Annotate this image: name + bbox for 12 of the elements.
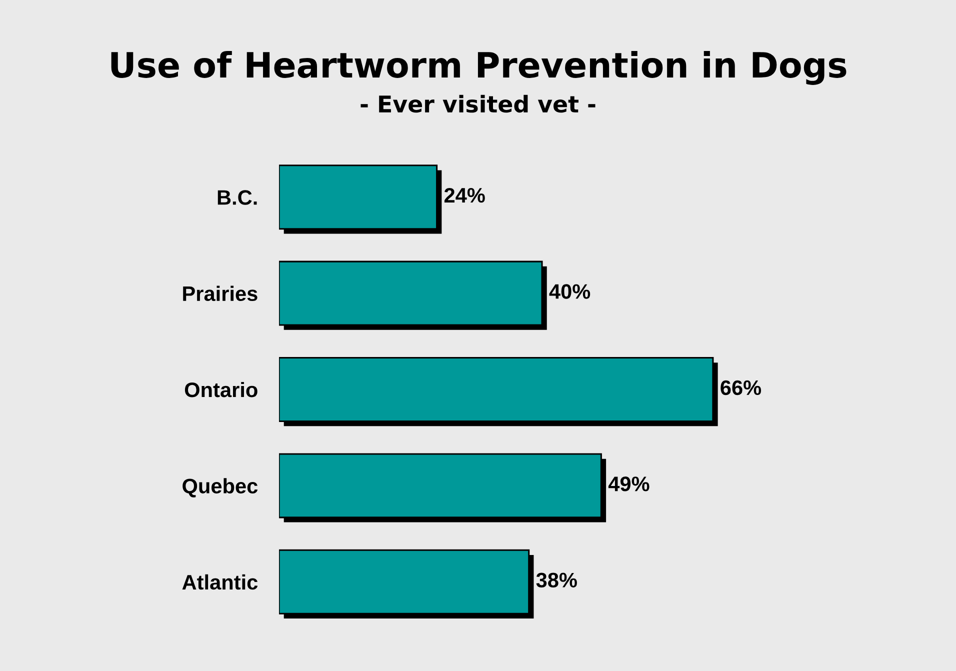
y-tick-label: Quebec <box>182 478 258 498</box>
data-label: 49% <box>608 476 650 492</box>
data-label: 38% <box>536 572 577 588</box>
data-label: 40% <box>549 284 590 299</box>
y-tick-label: Ontario <box>184 382 258 398</box>
chart-title: Use of Heartworm Prevention in Dogs <box>111 51 846 85</box>
y-tick-label: B.C. <box>218 190 257 205</box>
data-label: 24% <box>444 188 485 203</box>
data-label: 66% <box>720 380 762 396</box>
chart-subtitle: - Ever visited vet - <box>360 94 596 113</box>
y-tick-label: Prairies <box>183 286 258 302</box>
y-tick-label: Atlantic <box>182 574 258 590</box>
